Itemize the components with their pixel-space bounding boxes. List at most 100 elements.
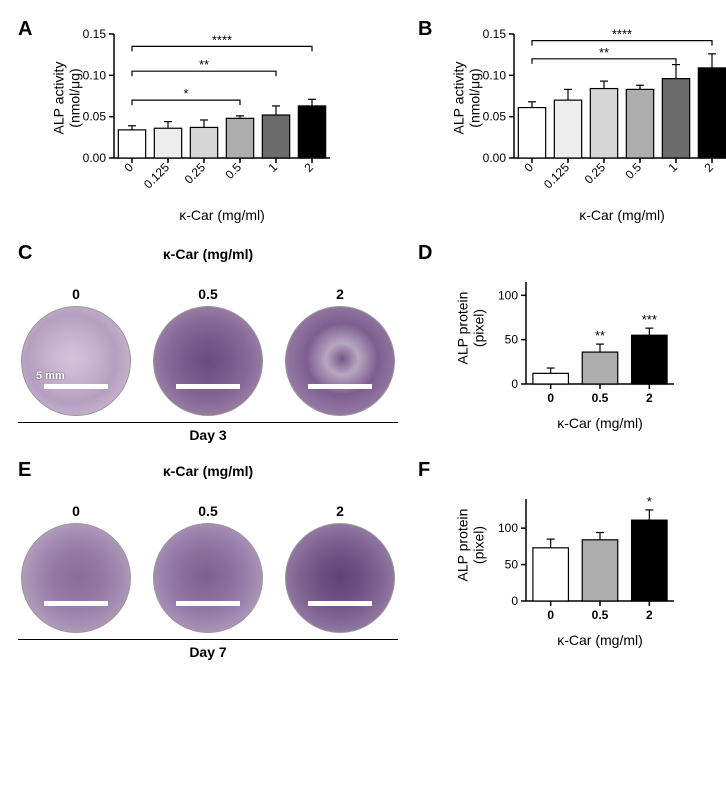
panel-F: F ALP protein (pixel) 0 50 100 0 0.5 2 * κ-Car … xyxy=(418,459,726,662)
bar xyxy=(262,115,289,158)
svg-text:*: * xyxy=(647,494,652,509)
svg-text:**: ** xyxy=(199,57,209,72)
svg-text:**: ** xyxy=(599,45,609,60)
svg-text:0: 0 xyxy=(521,160,536,175)
svg-text:0.125: 0.125 xyxy=(141,160,172,191)
well-dose-label: 0.5 xyxy=(153,286,263,302)
panel-D-svg: 05010000.5**2***κ-Car (mg/ml) xyxy=(490,264,680,434)
bar xyxy=(298,106,325,158)
svg-text:0.15: 0.15 xyxy=(83,28,107,41)
well-dose-label: 0 xyxy=(21,286,131,302)
bar xyxy=(582,352,618,384)
bar xyxy=(632,335,668,384)
svg-text:κ-Car (mg/ml): κ-Car (mg/ml) xyxy=(557,415,643,431)
scale-bar xyxy=(308,601,372,606)
bar xyxy=(226,118,253,158)
well-column: 2 xyxy=(285,503,395,633)
panel-A: A ALP activity (nmol/μg) 0.00 0.05 0.10 0.1… xyxy=(18,18,398,228)
bar xyxy=(154,128,181,158)
ylabel-line1: ALP activity xyxy=(50,62,66,135)
panel-F-label: F xyxy=(418,459,430,482)
bar xyxy=(632,520,668,601)
svg-text:0: 0 xyxy=(547,608,554,622)
panel-C-wells: 0 5 mm 0.5 2 xyxy=(18,242,398,416)
stained-well: 5 mm xyxy=(21,306,131,416)
well-dose-label: 2 xyxy=(285,503,395,519)
panel-E-day: Day 7 xyxy=(18,639,398,660)
bar xyxy=(533,548,569,601)
svg-text:0.5: 0.5 xyxy=(222,160,244,182)
panel-F-ylabel: ALP protein (pixel) xyxy=(454,509,486,582)
well-column: 0 xyxy=(21,503,131,633)
panel-C: C κ-Car (mg/ml) 05 mm0.52 Day 3 xyxy=(18,242,398,445)
panel-B-svg: 0.000.050.100.1500.1250.250.512******κ-C… xyxy=(476,28,726,228)
svg-text:0.25: 0.25 xyxy=(582,160,609,187)
panel-B-label: B xyxy=(418,18,432,41)
panel-B-ylabel: ALP activity (nmol/μg) xyxy=(450,62,482,135)
stained-well xyxy=(153,523,263,633)
bar xyxy=(518,108,545,158)
stained-well xyxy=(21,523,131,633)
bar xyxy=(626,89,653,158)
panel-A-ylabel: ALP activity (nmol/μg) xyxy=(50,62,82,135)
svg-text:0.00: 0.00 xyxy=(83,151,107,165)
svg-text:0.10: 0.10 xyxy=(83,68,107,82)
svg-text:κ-Car (mg/ml): κ-Car (mg/ml) xyxy=(179,207,265,223)
bar xyxy=(533,373,569,384)
panel-B: B ALP activity (nmol/μg) 0.000.050.100.1… xyxy=(418,18,726,228)
panel-A-label: A xyxy=(18,18,32,41)
panel-E-title: κ-Car (mg/ml) xyxy=(18,463,398,479)
panel-D: D ALP protein (pixel) 05010000.5**2***κ-… xyxy=(418,242,726,445)
bar xyxy=(582,540,618,601)
panel-A-svg: 0.000.050.100.1500.1250.250.512*******κ-… xyxy=(76,28,336,228)
scale-bar xyxy=(44,601,108,606)
well-column: 0.5 xyxy=(153,503,263,633)
svg-text:1: 1 xyxy=(265,160,280,175)
svg-text:κ-Car (mg/ml): κ-Car (mg/ml) xyxy=(557,632,643,648)
svg-text:2: 2 xyxy=(646,391,653,405)
panel-F-svg: 0 50 100 0 0.5 2 * κ-Car (mg/ml) xyxy=(490,481,680,651)
svg-text:2: 2 xyxy=(701,160,716,175)
svg-text:0.5: 0.5 xyxy=(592,608,609,622)
svg-text:0.00: 0.00 xyxy=(483,151,507,165)
ylabel-line2: (nmol/μg) xyxy=(66,62,82,135)
svg-text:0.05: 0.05 xyxy=(483,110,507,124)
bar xyxy=(662,79,689,158)
svg-text:0.5: 0.5 xyxy=(622,160,644,182)
svg-text:**: ** xyxy=(595,328,605,343)
bar xyxy=(118,130,145,158)
svg-text:κ-Car (mg/ml): κ-Car (mg/ml) xyxy=(579,207,665,223)
well-dose-label: 0.5 xyxy=(153,503,263,519)
figure-grid: A ALP activity (nmol/μg) 0.00 0.05 0.10 0.1… xyxy=(18,18,708,662)
svg-text:0: 0 xyxy=(511,594,518,608)
svg-text:100: 100 xyxy=(498,288,518,302)
svg-text:0: 0 xyxy=(547,391,554,405)
panel-D-chart: ALP protein (pixel) 05010000.5**2***κ-Ca… xyxy=(490,264,726,434)
svg-text:0.05: 0.05 xyxy=(83,110,107,124)
well-dose-label: 2 xyxy=(285,286,395,302)
well-dose-label: 0 xyxy=(21,503,131,519)
scale-bar xyxy=(176,601,240,606)
stained-well xyxy=(153,306,263,416)
svg-text:50: 50 xyxy=(505,558,519,572)
bar xyxy=(698,68,725,158)
bar xyxy=(554,100,581,158)
svg-text:2: 2 xyxy=(646,608,653,622)
svg-text:0: 0 xyxy=(121,160,136,175)
svg-text:***: *** xyxy=(642,312,657,327)
svg-text:1: 1 xyxy=(665,160,680,175)
svg-text:0.5: 0.5 xyxy=(592,391,609,405)
panel-B-chart: ALP activity (nmol/μg) 0.000.050.100.150… xyxy=(476,28,726,228)
panel-F-chart: ALP protein (pixel) 05010000.52*κ-Car (m… xyxy=(490,481,726,651)
well-column: 0 5 mm xyxy=(21,286,131,416)
bar xyxy=(190,127,217,158)
panel-D-label: D xyxy=(418,242,432,265)
stained-well xyxy=(285,523,395,633)
panel-E-wells: 00.52 xyxy=(18,459,398,633)
scale-bar-label: 5 mm xyxy=(36,370,65,382)
svg-text:2: 2 xyxy=(301,160,316,175)
ylabel-line2: (pixel) xyxy=(470,509,486,582)
svg-text:100: 100 xyxy=(498,521,518,535)
well-column: 2 xyxy=(285,286,395,416)
panel-D-ylabel: ALP protein (pixel) xyxy=(454,292,486,365)
